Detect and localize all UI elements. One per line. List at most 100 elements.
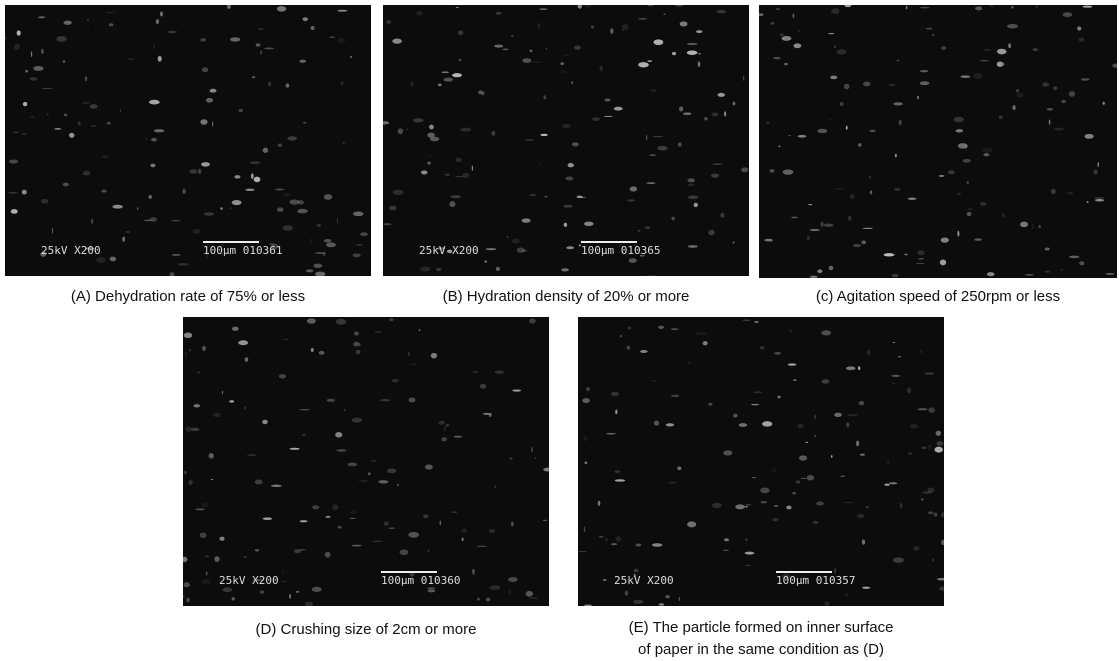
speckle — [806, 442, 808, 443]
speckle — [213, 413, 221, 417]
speckle — [461, 528, 466, 532]
image-background — [5, 5, 371, 276]
speckle — [214, 556, 219, 562]
speckle — [263, 148, 268, 153]
speckle — [764, 239, 773, 242]
speckle — [496, 12, 502, 15]
speckle — [511, 521, 514, 526]
speckle — [54, 128, 61, 130]
speckle — [82, 173, 90, 174]
speckle — [509, 590, 511, 595]
speckle — [928, 407, 935, 413]
speckle — [531, 62, 542, 63]
speckle — [255, 549, 259, 551]
speckle — [910, 424, 918, 429]
speckle — [899, 120, 902, 126]
speckle — [171, 220, 180, 221]
speckle — [56, 36, 66, 42]
speckle — [604, 98, 610, 101]
speckle — [563, 205, 573, 208]
speckle — [530, 194, 537, 195]
speckle — [539, 8, 548, 9]
speckle — [319, 351, 325, 355]
speckle — [1103, 102, 1105, 105]
speckle — [416, 11, 423, 15]
speckle — [1054, 128, 1065, 131]
speckle — [963, 159, 971, 163]
speckle — [640, 350, 648, 353]
speckle — [185, 352, 187, 358]
speckle — [585, 461, 588, 464]
speckle — [202, 579, 211, 585]
speckle — [329, 37, 335, 38]
speckle — [360, 232, 368, 236]
speckle — [353, 342, 359, 347]
speckle — [229, 400, 234, 402]
speckle — [653, 380, 656, 381]
speckle — [529, 597, 538, 598]
speckle — [525, 139, 534, 141]
speckle — [232, 327, 239, 331]
speckle — [351, 545, 361, 547]
speckle — [846, 366, 856, 370]
speckle — [63, 183, 69, 187]
speckle — [202, 503, 210, 508]
speckle — [687, 521, 696, 527]
speckle — [654, 39, 664, 45]
speckle — [751, 404, 759, 406]
speckle — [359, 480, 368, 482]
speckle — [489, 529, 495, 533]
speckle — [724, 538, 729, 541]
speckle — [324, 194, 332, 200]
speckle — [625, 591, 629, 596]
speckle — [637, 230, 640, 231]
speckle — [451, 512, 457, 513]
speckle — [791, 217, 798, 219]
speckle — [47, 113, 48, 115]
speckle — [296, 591, 300, 592]
speckle — [472, 165, 473, 170]
speckle — [282, 581, 287, 582]
speckle — [517, 247, 525, 252]
speckle — [109, 23, 114, 26]
speckle — [654, 420, 659, 425]
speckle — [202, 67, 208, 72]
speckle — [745, 552, 755, 555]
speckle — [1049, 120, 1050, 125]
speckle — [1038, 225, 1040, 228]
speckle — [160, 12, 163, 17]
speckle — [889, 482, 897, 484]
speckle — [96, 257, 106, 263]
speckle — [52, 228, 53, 234]
speckle — [824, 601, 829, 605]
speckle — [858, 143, 862, 146]
speckle — [287, 136, 297, 140]
speckle — [658, 603, 664, 606]
speckle — [312, 505, 319, 509]
speckle — [13, 131, 20, 133]
speckle — [603, 579, 607, 581]
speckle — [349, 518, 355, 519]
speckle — [869, 130, 875, 132]
speckle — [716, 10, 726, 13]
caption: (E) The particle formed on inner surface… — [558, 617, 964, 661]
speckle — [778, 145, 780, 147]
speckle — [303, 17, 308, 21]
sem-image: 25kV X200100μm 010360 — [183, 317, 549, 606]
speckle — [666, 423, 674, 426]
speckle — [427, 132, 435, 137]
speckle — [928, 511, 934, 514]
speckle — [154, 129, 165, 132]
speckle — [893, 102, 902, 105]
speckle — [1082, 6, 1092, 8]
speckle — [703, 341, 708, 345]
speckle — [817, 129, 827, 133]
speckle — [335, 432, 342, 437]
speckle — [835, 568, 836, 574]
speckle — [184, 333, 192, 339]
speckle — [522, 218, 531, 222]
speckle — [599, 66, 603, 72]
speckle — [829, 266, 834, 270]
speckle — [948, 170, 955, 174]
speckle — [408, 532, 419, 538]
